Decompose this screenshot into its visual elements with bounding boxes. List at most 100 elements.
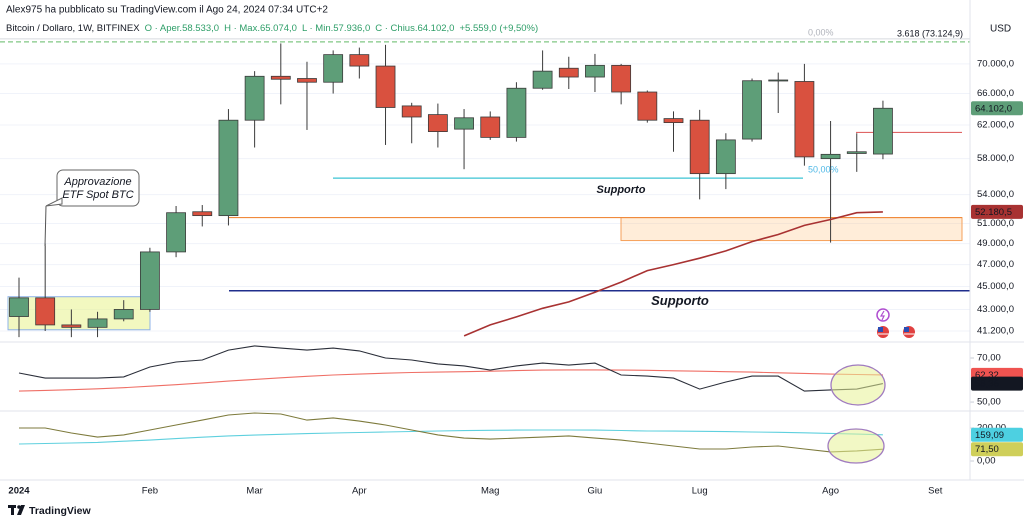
y-tick-label: 0,00 [977,456,996,467]
candle-body [768,79,789,82]
candle-body [244,75,265,121]
y-tick-label: 70,00 [977,353,1001,364]
price-label: 64.102,0 [975,103,1012,114]
plot-layer [9,43,893,453]
candle-body [585,64,605,78]
y-tick-label: 50,00 [977,397,1001,408]
candle-body [611,64,632,93]
candle-body [689,119,710,175]
price-label: 62,32 [975,370,999,381]
candle-body [375,65,396,108]
indicator-line [18,345,884,392]
flag-canton [878,327,883,332]
callout-box [56,169,140,207]
candle-body [401,105,422,118]
highlight-ellipse [827,428,885,464]
level-label: Supporto [597,184,646,196]
price-label-box [971,442,1023,457]
price-label: 52.180,5 [975,207,1012,218]
level-label: Supporto [651,293,709,308]
x-tick-label: Mar [246,486,262,497]
event-icon-glyph [879,310,885,321]
callout-text: ETF Spot BTC [62,189,133,201]
candle-body [663,118,684,124]
candle-body [192,211,213,217]
candle-body [794,81,815,158]
indicator-line [18,429,883,445]
price-label-box [971,204,1023,219]
ohlc-item: +5.559,0 (+9,50%) [459,23,538,34]
brand-name: TradingView [29,505,91,517]
currency: USD [990,24,1011,35]
axis-layer: 70.000,0 66.000,0 62.000,0 58.000,0 54.000,0… [8,58,1023,497]
attribution: Alex975 ha pubblicato su TradingView.com… [6,5,328,16]
indicator-line [19,412,883,453]
indicator-line [463,211,883,337]
event-icon[interactable] [876,308,890,322]
candle-body [427,114,448,132]
brand: TradingView [8,505,91,517]
x-tick-label: Ago [822,486,839,497]
candle-body [9,297,29,317]
callout-pointer [44,205,47,247]
candle-body [558,67,579,78]
callout-text: Approvazione [63,176,131,188]
x-tick-label: Feb [142,486,158,497]
x-tick-label: Lug [692,486,708,497]
price-label: 58,36 [975,379,999,390]
candle-body [820,153,841,160]
candle-body [35,297,56,326]
y-tick-label: 45.000,0 [977,281,1014,292]
y-tick-label: 66.000,0 [977,88,1014,99]
fib-label: 3.618 (73.124,9) [897,28,963,38]
price-label-box [971,376,1023,391]
event-icon[interactable] [903,326,915,338]
y-tick-label: 51.000,0 [977,218,1014,229]
candle-body [139,251,160,310]
highlight-ellipse [830,364,886,406]
price-label-box [971,101,1023,116]
x-tick-label: Apr [352,486,367,497]
candle-body [61,324,82,328]
candle-body [87,318,108,328]
logo-part [11,505,14,515]
y-tick-label: 70.000,0 [977,58,1014,69]
candle-body [715,139,736,175]
y-tick-label: 49.000,0 [977,238,1014,249]
candle-body [532,70,553,89]
candle-body [506,87,527,138]
price-label: 71,50 [975,444,999,455]
y-tick-label: 43.000,0 [977,304,1014,315]
candle-body [349,54,370,67]
candle-body [270,75,291,80]
flag-canton [904,327,909,332]
symbol-legend: Bitcoin / Dollaro, 1W, BITFINEX O · Aper.… [6,23,538,34]
candle-body [742,80,762,140]
x-tick-label: Set [928,486,943,497]
candle-body [873,107,893,155]
y-tick-label: 62.000,0 [977,120,1014,131]
logo-part [17,505,25,515]
candle-body [166,212,186,253]
fib-level-label: 50,00% [808,164,839,174]
y-tick-label: 41.200,0 [977,326,1014,337]
y-tick-label: 54.000,0 [977,189,1014,200]
candle-body [454,117,474,130]
y-tick-label: 47.000,0 [977,259,1014,270]
event-icon[interactable] [877,326,889,338]
candle-body [480,116,501,138]
symbol-title: Bitcoin / Dollaro, 1W, BITFINEX [6,23,140,34]
x-tick-label: Mag [481,486,499,497]
candle-body [113,309,134,320]
x-tick-label: 2024 [8,486,30,497]
y-tick-label: 58.000,0 [977,153,1014,164]
candle-body [846,151,867,154]
fib-level-label: 0,00% [808,27,834,37]
candle-body [637,91,658,121]
x-tick-label: Giu [588,486,603,497]
ohlc-item: O · Aper.58.533,0 [145,23,219,34]
ohlc-item: C · Chius.64.102,0 [375,23,454,34]
ohlc-item: H · Max.65.074,0 [224,23,297,34]
candle-body [218,119,239,217]
